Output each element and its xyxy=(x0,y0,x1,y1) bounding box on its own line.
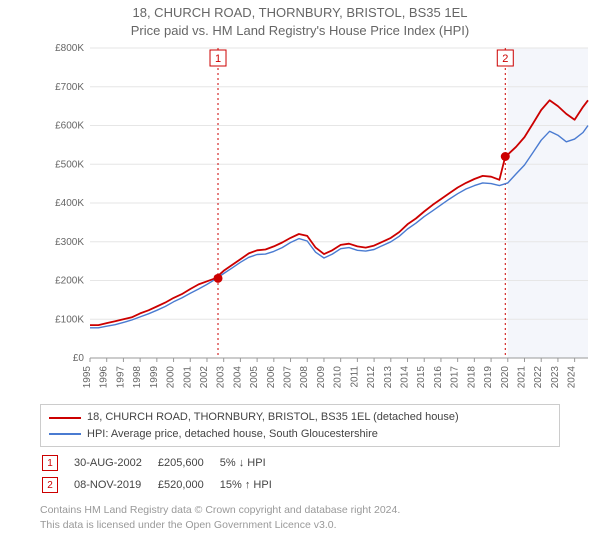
txn-date: 08-NOV-2019 xyxy=(74,475,156,495)
footer-line1: Contains HM Land Registry data © Crown c… xyxy=(40,503,560,517)
svg-text:2018: 2018 xyxy=(466,366,477,389)
title-line2: Price paid vs. HM Land Registry's House … xyxy=(0,22,600,40)
svg-text:2003: 2003 xyxy=(216,366,227,389)
svg-text:2014: 2014 xyxy=(400,366,411,389)
legend-item: 18, CHURCH ROAD, THORNBURY, BRISTOL, BS3… xyxy=(49,409,551,426)
svg-text:£600K: £600K xyxy=(55,121,84,132)
chart: £0 £100K £200K £300K £400K £500K £600K £700K £80… xyxy=(40,42,600,398)
svg-text:2021: 2021 xyxy=(516,366,527,389)
svg-text:2004: 2004 xyxy=(232,366,243,389)
txn-price: £205,600 xyxy=(158,453,218,473)
legend-label: HPI: Average price, detached house, Sout… xyxy=(87,426,378,443)
svg-text:2020: 2020 xyxy=(500,366,511,389)
txn-delta: 5% ↓ HPI xyxy=(220,453,286,473)
txn-date: 30-AUG-2002 xyxy=(74,453,156,473)
svg-text:2009: 2009 xyxy=(316,366,327,389)
legend-label: 18, CHURCH ROAD, THORNBURY, BRISTOL, BS3… xyxy=(87,409,459,426)
svg-text:£500K: £500K xyxy=(55,160,84,171)
legend-swatch xyxy=(49,417,81,419)
svg-text:2012: 2012 xyxy=(366,366,377,389)
svg-text:£100K: £100K xyxy=(55,315,84,326)
svg-text:2008: 2008 xyxy=(299,366,310,389)
svg-text:£700K: £700K xyxy=(55,82,84,93)
marker-icon: 2 xyxy=(42,477,58,493)
svg-text:1996: 1996 xyxy=(99,366,110,389)
svg-text:1999: 1999 xyxy=(149,366,160,389)
svg-text:2011: 2011 xyxy=(349,366,360,388)
svg-text:1: 1 xyxy=(215,53,221,65)
svg-text:2002: 2002 xyxy=(199,366,210,389)
footer: Contains HM Land Registry data © Crown c… xyxy=(40,503,560,531)
svg-text:2017: 2017 xyxy=(450,366,461,389)
svg-text:2001: 2001 xyxy=(182,366,193,389)
svg-text:1998: 1998 xyxy=(132,366,143,389)
svg-text:£300K: £300K xyxy=(55,237,84,248)
svg-text:£800K: £800K xyxy=(55,43,84,54)
table-row: 2 08-NOV-2019 £520,000 15% ↑ HPI xyxy=(42,475,286,495)
title-line1: 18, CHURCH ROAD, THORNBURY, BRISTOL, BS3… xyxy=(0,4,600,22)
marker-icon: 1 xyxy=(42,455,58,471)
svg-text:2: 2 xyxy=(502,53,508,65)
table-row: 1 30-AUG-2002 £205,600 5% ↓ HPI xyxy=(42,453,286,473)
txn-price: £520,000 xyxy=(158,475,218,495)
svg-text:2007: 2007 xyxy=(283,366,294,389)
chart-titles: 18, CHURCH ROAD, THORNBURY, BRISTOL, BS3… xyxy=(0,0,600,42)
svg-text:2000: 2000 xyxy=(166,366,177,389)
svg-text:2022: 2022 xyxy=(533,366,544,389)
svg-text:£400K: £400K xyxy=(55,198,84,209)
svg-text:1997: 1997 xyxy=(115,366,126,389)
transactions-table: 1 30-AUG-2002 £205,600 5% ↓ HPI 2 08-NOV… xyxy=(40,451,288,497)
svg-text:2006: 2006 xyxy=(266,366,277,389)
svg-text:2015: 2015 xyxy=(416,366,427,389)
svg-text:£200K: £200K xyxy=(55,276,84,287)
legend-item: HPI: Average price, detached house, Sout… xyxy=(49,426,551,443)
svg-text:2010: 2010 xyxy=(333,366,344,389)
legend: 18, CHURCH ROAD, THORNBURY, BRISTOL, BS3… xyxy=(40,404,560,447)
legend-swatch xyxy=(49,433,81,435)
svg-text:2005: 2005 xyxy=(249,366,260,389)
svg-text:2013: 2013 xyxy=(383,366,394,389)
svg-text:2023: 2023 xyxy=(550,366,561,389)
svg-text:2016: 2016 xyxy=(433,366,444,389)
svg-text:2024: 2024 xyxy=(567,366,578,389)
svg-text:£0: £0 xyxy=(73,353,85,364)
footer-line2: This data is licensed under the Open Gov… xyxy=(40,518,560,532)
svg-text:2019: 2019 xyxy=(483,366,494,389)
svg-text:1995: 1995 xyxy=(82,366,93,389)
txn-delta: 15% ↑ HPI xyxy=(220,475,286,495)
